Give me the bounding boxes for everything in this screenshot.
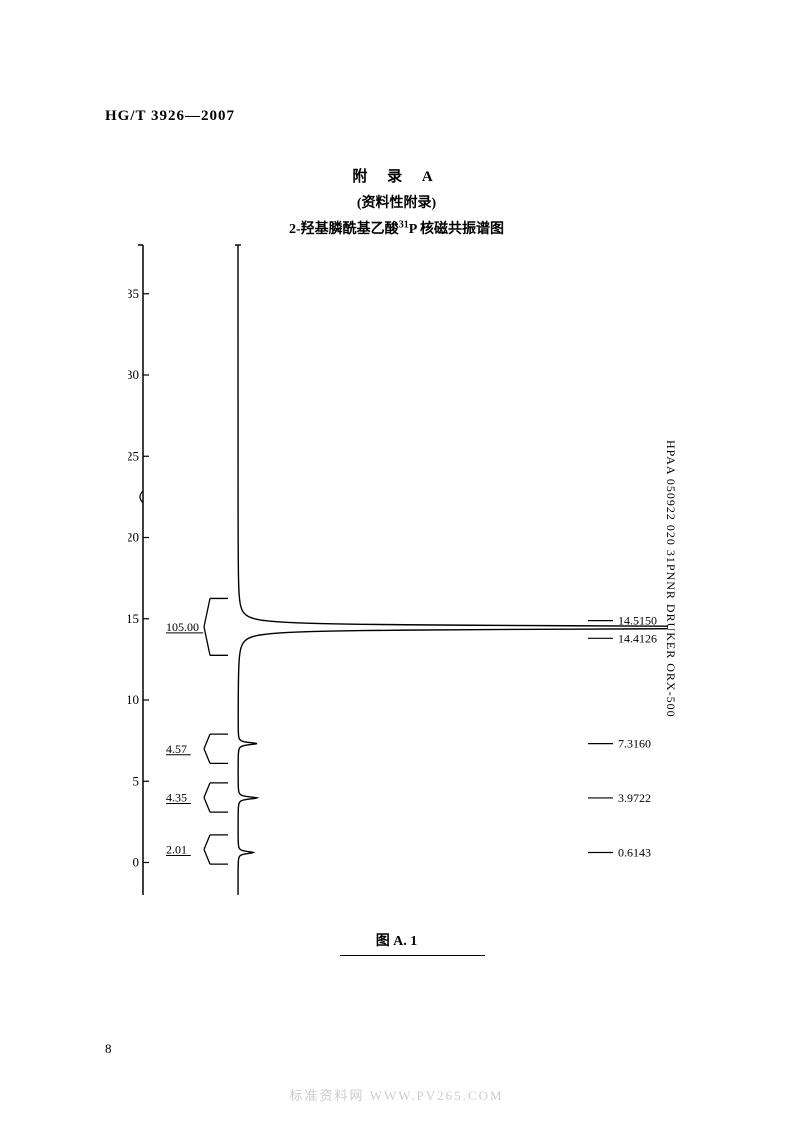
svg-text:10: 10: [128, 692, 139, 707]
svg-text:3.9722: 3.9722: [618, 791, 651, 805]
nmr-svg: 0 5 10 15 20 25 30 35 14.5150 14.4126 7.3160 3.9722…: [128, 235, 668, 905]
appendix-label: 附 录 A: [0, 165, 793, 186]
standard-code: HG/T 3926—2007: [105, 108, 235, 125]
svg-text:0.6143: 0.6143: [618, 846, 651, 860]
svg-text:2.01: 2.01: [166, 843, 187, 857]
title-sup: 31: [399, 219, 409, 230]
caption-underline: [340, 955, 485, 956]
svg-text:35: 35: [128, 286, 139, 301]
svg-text:7.3160: 7.3160: [618, 737, 651, 751]
svg-text:30: 30: [128, 367, 139, 382]
instrument-label: HPAA 050922 020 31PNNR DRUKER ORX-500: [663, 440, 678, 718]
svg-text:5: 5: [133, 773, 140, 788]
svg-text:14.4126: 14.4126: [618, 631, 657, 645]
figure-caption: 图 A. 1: [0, 930, 793, 950]
page-number: 8: [105, 1041, 112, 1057]
appendix-type: (资料性附录): [0, 192, 793, 212]
svg-text:14.5150: 14.5150: [618, 614, 657, 628]
svg-text:25: 25: [128, 448, 139, 463]
svg-text:15: 15: [128, 611, 139, 626]
svg-text:0: 0: [133, 855, 140, 870]
nmr-spectrum-chart: 0 5 10 15 20 25 30 35 14.5150 14.4126 7.3160 3.9722…: [128, 235, 668, 905]
svg-text:4.35: 4.35: [166, 791, 187, 805]
svg-text:20: 20: [128, 530, 139, 545]
appendix-title-block: 附 录 A (资料性附录) 2-羟基膦酰基乙酸31P 核磁共振谱图: [0, 165, 793, 238]
svg-text:4.57: 4.57: [166, 742, 187, 756]
watermark: 标准资料网 WWW.PV265.COM: [0, 1085, 793, 1104]
svg-text:105.00: 105.00: [166, 620, 199, 634]
